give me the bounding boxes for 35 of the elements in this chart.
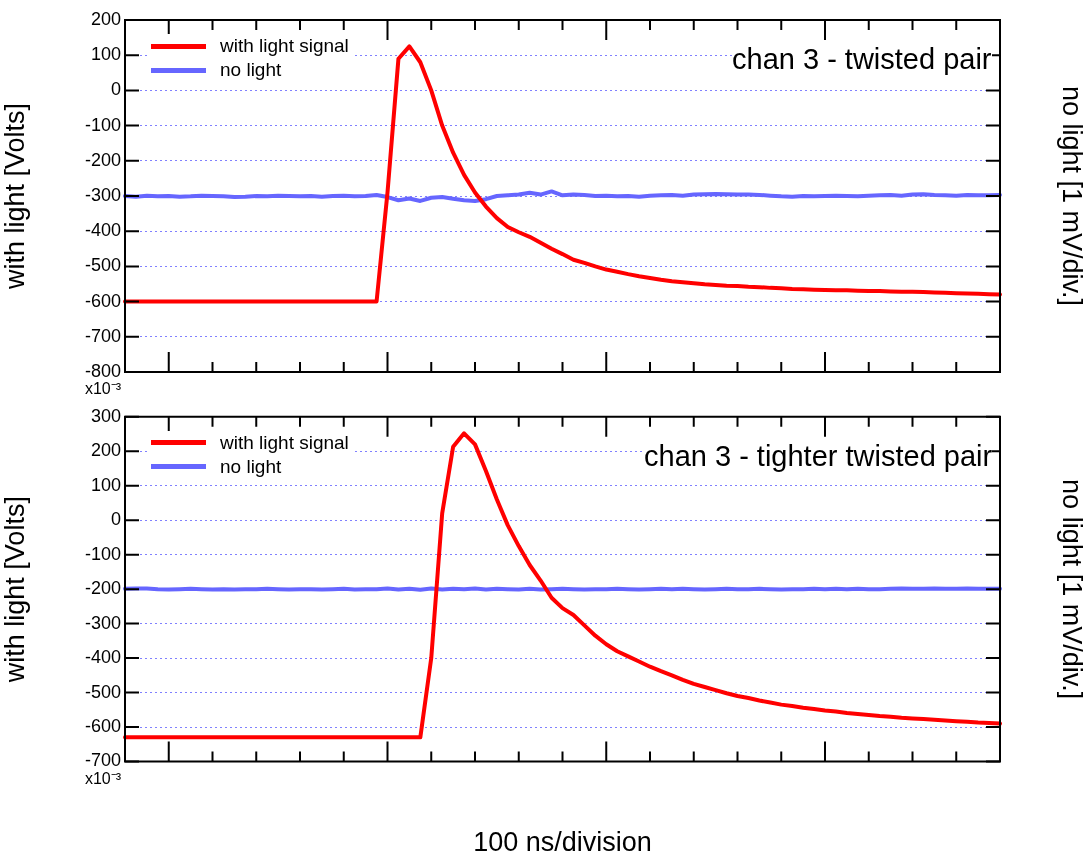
y-tick-label: -600 (84, 290, 121, 311)
y-tick-label: -200 (84, 578, 121, 599)
legend-label: with light signal (220, 430, 349, 455)
legend-label: no light (220, 58, 282, 82)
x-axis-title: 100 ns/division (473, 827, 652, 858)
y-tick-label: -500 (84, 681, 121, 702)
text: x10⁻³ (84, 769, 122, 787)
y-axis-title: with light [Volts] (0, 496, 30, 684)
legend-label: with light signal (220, 34, 349, 58)
y-tick-label: 100 (90, 44, 121, 65)
y2-axis-title: no light [1 mV/div.] (1057, 85, 1087, 307)
y-tick-label: -100 (84, 114, 121, 135)
y-tick-label: -200 (84, 149, 121, 170)
y-tick-label: -400 (84, 647, 121, 668)
text: chan 3 - twisted pair (732, 42, 992, 76)
y-tick-label: 300 (90, 405, 121, 426)
y-tick-label: 0 (110, 79, 121, 100)
y-tick-label: -500 (84, 255, 121, 276)
y-tick-label: -600 (84, 716, 121, 736)
y-tick-label: -400 (84, 220, 121, 241)
y-tick-label: 200 (90, 440, 121, 461)
y-tick-label: -100 (84, 543, 121, 564)
y-tick-label: -700 (84, 325, 121, 346)
y-tick-label: -700 (84, 750, 121, 771)
y-axis-title: with light [Volts] (0, 102, 30, 291)
y2-axis-title: no light [1 mV/div.] (1057, 479, 1087, 700)
text: chan 3 - tighter twisted pair (644, 438, 993, 473)
y-tick-label: 0 (110, 509, 121, 530)
y-tick-label: -300 (84, 612, 121, 633)
y-tick-label: 200 (90, 8, 121, 29)
y-tick-label: 100 (90, 474, 121, 495)
legend-label: no light (220, 454, 282, 479)
text: x10⁻³ (84, 380, 122, 398)
y-tick-label: -800 (84, 360, 121, 381)
y-tick-label: -300 (84, 184, 121, 205)
